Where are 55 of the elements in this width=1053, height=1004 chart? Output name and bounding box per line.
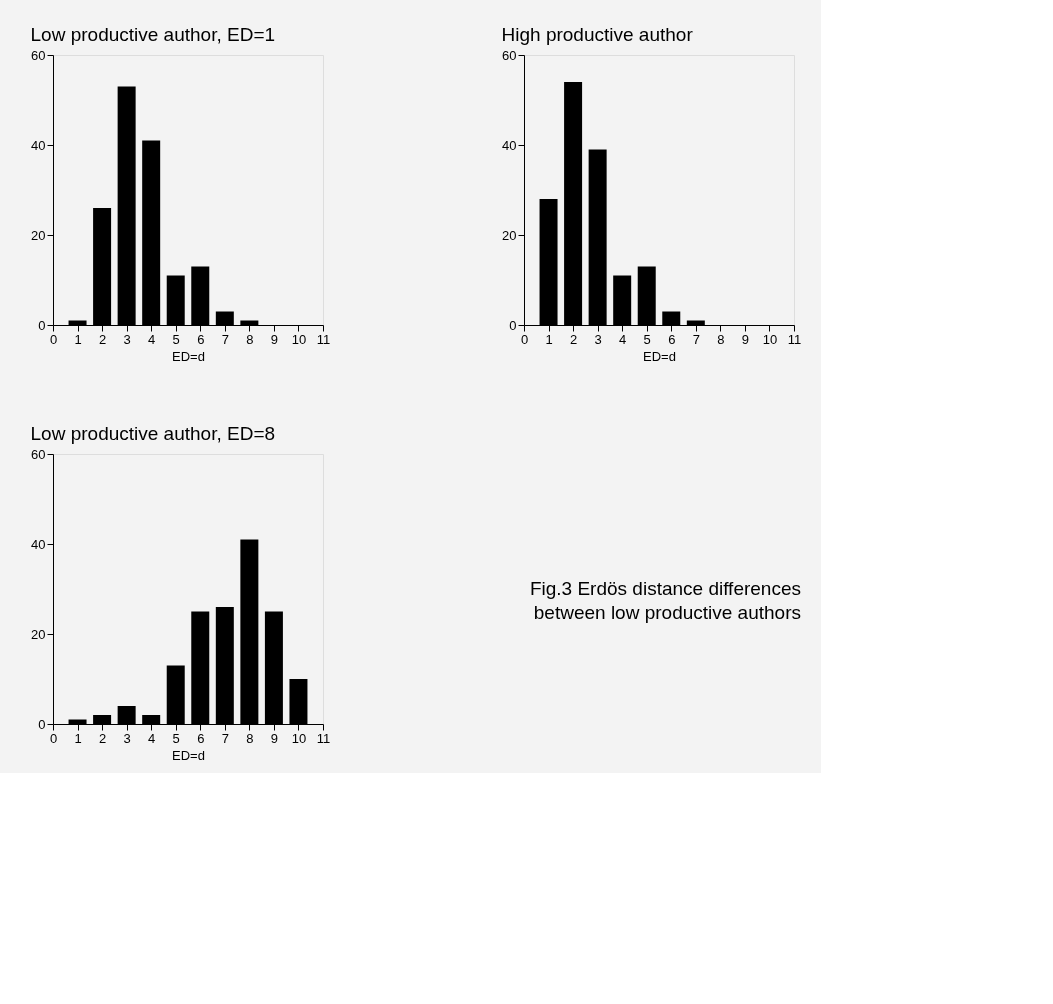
chart-title: Low productive author, ED=8 — [30, 423, 276, 444]
y-tick-label: 20 — [31, 626, 46, 642]
y-tick-label: 60 — [31, 47, 46, 63]
y-tick-label: 60 — [31, 446, 46, 462]
y-tick-label: 0 — [509, 317, 517, 333]
x-tick-label: 5 — [172, 331, 180, 347]
x-axis-title: ED=d — [172, 747, 205, 763]
caption: Fig.3 Erdös distance differences between low productive authors — [529, 578, 801, 623]
x-tick-label: 2 — [98, 730, 107, 746]
y-tick-label: 20 — [502, 227, 517, 243]
x-tick-label: 5 — [172, 730, 180, 746]
x-tick-label: 8 — [246, 730, 254, 746]
x-tick-label: 9 — [741, 331, 750, 347]
x-tick-label: 6 — [197, 730, 205, 746]
y-tick-label: 40 — [31, 536, 46, 552]
x-tick-label: 4 — [148, 730, 156, 746]
x-tick-label: 4 — [148, 331, 156, 347]
x-tick-label: 1 — [74, 331, 82, 347]
y-tick-label: 0 — [38, 317, 46, 333]
x-tick-label: 2 — [98, 331, 107, 347]
x-tick-label: 10 — [762, 331, 778, 347]
x-tick-label: 10 — [291, 331, 307, 347]
x-tick-label: 6 — [668, 331, 676, 347]
y-tick-label: 20 — [31, 227, 46, 243]
x-tick-label: 7 — [221, 331, 229, 347]
x-tick-label: 7 — [692, 331, 700, 347]
x-tick-label: 11 — [316, 331, 331, 347]
x-tick-label: 5 — [643, 331, 651, 347]
x-tick-label: 4 — [619, 331, 627, 347]
x-tick-label: 10 — [291, 730, 307, 746]
x-axis-title: ED=d — [172, 348, 205, 364]
x-tick-label: 11 — [787, 331, 802, 347]
x-tick-label: 1 — [545, 331, 553, 347]
y-tick-label: 60 — [502, 47, 517, 63]
x-tick-label: 8 — [246, 331, 254, 347]
x-tick-label: 7 — [221, 730, 229, 746]
x-tick-label: 0 — [49, 331, 58, 347]
x-tick-label: 2 — [569, 331, 578, 347]
x-tick-label: 3 — [123, 730, 131, 746]
x-tick-label: 3 — [594, 331, 602, 347]
x-tick-label: 9 — [270, 730, 279, 746]
x-tick-label: 9 — [270, 331, 279, 347]
y-tick-label: 40 — [502, 137, 517, 153]
x-tick-label: 3 — [123, 331, 131, 347]
x-tick-label: 6 — [197, 331, 205, 347]
x-axis-title: ED=d — [643, 348, 676, 364]
x-tick-label: 0 — [520, 331, 529, 347]
chart-title: Low productive author, ED=1 — [30, 24, 276, 45]
x-tick-label: 8 — [717, 331, 725, 347]
x-tick-label: 11 — [316, 730, 331, 746]
chart-title: High productive author — [501, 24, 694, 45]
y-tick-label: 40 — [31, 137, 46, 153]
y-tick-label: 0 — [38, 716, 46, 732]
x-tick-label: 1 — [74, 730, 82, 746]
x-tick-label: 0 — [49, 730, 58, 746]
